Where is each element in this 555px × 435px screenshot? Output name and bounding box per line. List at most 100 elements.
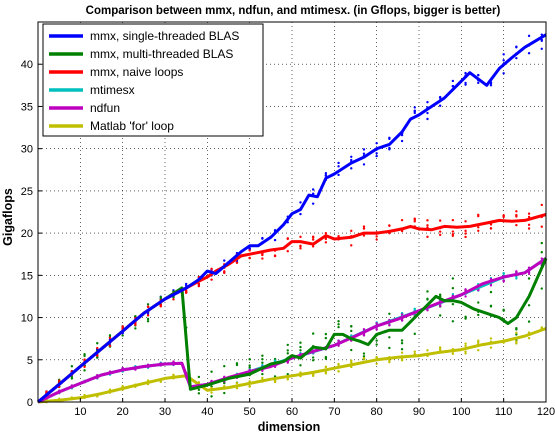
sample-point	[146, 320, 150, 323]
sample-point	[451, 293, 455, 296]
sample-point	[362, 225, 366, 228]
sample-point	[337, 320, 340, 323]
sample-point	[286, 373, 289, 376]
sample-point	[235, 381, 239, 385]
sample-point	[489, 284, 493, 287]
x-tick-label: 80	[371, 406, 383, 418]
sample-point	[477, 213, 480, 217]
sample-point	[426, 349, 429, 352]
sample-point	[362, 355, 366, 358]
x-tick-label: 40	[201, 406, 213, 418]
chart-title: Comparison between mmx, ndfun, and mtime…	[86, 5, 501, 17]
sample-point	[235, 261, 239, 264]
sample-point	[362, 152, 366, 155]
sample-point	[413, 332, 416, 336]
sample-point	[400, 218, 404, 222]
sample-point	[426, 309, 429, 312]
sample-point	[527, 320, 531, 323]
legend-entry: mmx, naive loops	[90, 65, 183, 79]
sample-point	[273, 254, 277, 258]
sample-point	[464, 235, 467, 239]
sample-point	[426, 290, 429, 293]
sample-point	[375, 339, 378, 342]
sample-point	[540, 241, 543, 245]
sample-point	[375, 238, 378, 241]
sample-point	[223, 364, 226, 368]
sample-point	[375, 362, 378, 365]
sample-point	[210, 370, 213, 373]
sample-point	[426, 224, 429, 227]
sample-point	[108, 334, 112, 337]
sample-point	[426, 111, 429, 115]
x-tick-label: 110	[495, 406, 513, 418]
sample-point	[438, 347, 442, 351]
sample-point	[299, 201, 302, 204]
sample-point	[464, 229, 467, 233]
y-tick-label: 15	[21, 270, 33, 282]
sample-point	[362, 227, 366, 230]
sample-point	[451, 302, 455, 306]
sample-point	[515, 331, 518, 335]
sample-point	[324, 173, 328, 177]
sample-point	[438, 233, 442, 237]
sample-point	[286, 349, 289, 352]
sample-point	[451, 277, 455, 280]
x-axis-label: dimension	[258, 420, 321, 434]
sample-point	[261, 357, 264, 361]
x-tick-label: 100	[452, 406, 470, 418]
sample-point	[70, 365, 74, 368]
sample-point	[362, 357, 366, 360]
sample-point	[388, 148, 391, 151]
sample-point	[210, 391, 213, 394]
sample-point	[350, 361, 353, 364]
sample-point	[121, 334, 124, 337]
sample-point	[362, 148, 366, 151]
sample-point	[502, 72, 505, 75]
sample-point	[438, 95, 442, 99]
sample-point	[311, 356, 315, 359]
sample-point	[438, 230, 442, 233]
sample-point	[388, 224, 391, 227]
sample-point	[388, 312, 391, 315]
sample-point	[515, 270, 518, 273]
legend-entry: ndfun	[90, 101, 120, 115]
sample-point	[477, 313, 480, 317]
sample-point	[261, 257, 264, 260]
y-tick-label: 40	[21, 59, 33, 71]
sample-point	[515, 342, 518, 345]
sample-point	[261, 354, 264, 357]
sample-point	[311, 245, 315, 248]
sample-point	[337, 369, 340, 373]
sample-point	[172, 296, 175, 299]
sample-point	[489, 227, 493, 230]
sample-point	[540, 203, 543, 207]
sample-point	[502, 272, 505, 275]
sample-point	[438, 104, 442, 107]
x-tick-label: 30	[159, 406, 171, 418]
sample-point	[337, 161, 340, 165]
sample-point	[311, 235, 315, 238]
sample-point	[502, 308, 505, 312]
sample-point	[388, 137, 391, 141]
sample-point	[299, 341, 302, 344]
sample-point	[70, 375, 74, 379]
legend-box	[42, 23, 264, 137]
sample-point	[515, 210, 518, 213]
sample-point	[438, 219, 442, 222]
sample-point	[540, 251, 543, 254]
sample-point	[350, 325, 353, 328]
sample-point	[350, 155, 353, 158]
sample-point	[299, 235, 302, 239]
series-line-5	[37, 327, 547, 404]
sample-point	[515, 213, 518, 217]
sample-point	[426, 117, 429, 121]
sample-point	[134, 323, 137, 327]
sample-point	[197, 392, 201, 395]
sample-point	[83, 369, 86, 372]
sample-point	[413, 111, 416, 115]
sample-point	[464, 71, 467, 75]
sample-point	[299, 349, 302, 352]
series-lines	[37, 33, 548, 404]
sample-point	[464, 350, 467, 353]
